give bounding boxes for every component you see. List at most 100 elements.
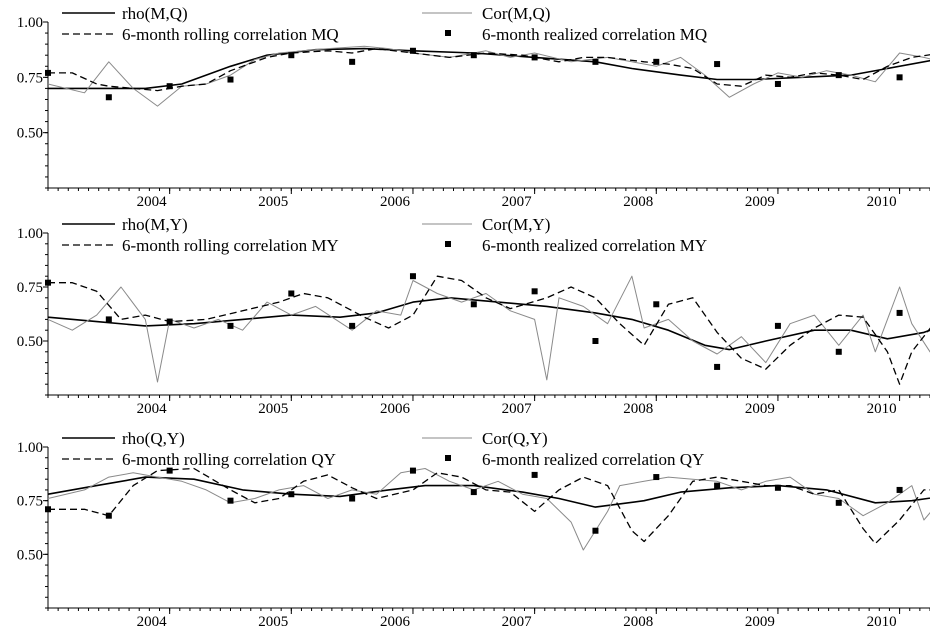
legend-marker — [445, 241, 451, 247]
realized-point — [531, 288, 538, 295]
y-tick-label: 1.00 — [17, 440, 43, 456]
legend-label: Cor(M,Y) — [482, 215, 550, 234]
realized-point — [105, 316, 112, 323]
realized-point — [774, 80, 781, 87]
series-line-cor-m-q — [47, 45, 930, 107]
x-tick-label: 2005 — [258, 194, 288, 210]
realized-point — [166, 83, 173, 90]
chart-panel-2: 0.50 0.75 1.00 2004 2005 2006 2007 2008 2009 2010… — [17, 215, 930, 417]
realized-point — [349, 495, 356, 502]
x-tick-label: 2005 — [258, 401, 288, 417]
legend-label: Cor(Q,Y) — [482, 429, 548, 448]
realized-point — [166, 467, 173, 474]
legend-label: rho(Q,Y) — [122, 429, 185, 448]
legend-marker — [445, 455, 451, 461]
x-tick-label: 2009 — [745, 614, 775, 630]
realized-point — [896, 309, 903, 316]
x-tick-label: 2010 — [867, 194, 897, 210]
chart-panel-1: 0.50 0.75 1.00 2004 2005 2006 2007 2008 2009 2010… — [17, 4, 930, 210]
realized-point — [531, 54, 538, 61]
x-tick-label: 2004 — [137, 401, 168, 417]
legend-entry-6-month-realized-correlation-qy: 6-month realized correlation QY — [445, 450, 704, 469]
realized-point — [470, 301, 477, 308]
x-tick-label: 2004 — [137, 194, 168, 210]
legend-entry-6-month-rolling-correlation-my: 6-month rolling correlation MY — [62, 236, 339, 255]
realized-point — [714, 482, 721, 489]
realized-point — [714, 363, 721, 370]
legend-entry-cor-q-y: Cor(Q,Y) — [422, 429, 548, 448]
legend-label: 6-month realized correlation MQ — [482, 25, 707, 44]
x-tick-label: 2010 — [867, 401, 897, 417]
realized-point — [774, 484, 781, 491]
legend-label: 6-month rolling correlation QY — [122, 450, 336, 469]
x-tick-label: 2010 — [867, 614, 897, 630]
realized-point — [288, 290, 295, 297]
x-tick-label: 2008 — [623, 194, 653, 210]
series-line-6-month-rolling-correlation-qy — [48, 467, 930, 545]
realized-point — [653, 58, 660, 65]
series-line-cor-m-y — [47, 275, 930, 383]
series-line-rho-m-y — [47, 297, 930, 351]
realized-point — [288, 491, 295, 498]
x-tick-label: 2007 — [502, 614, 533, 630]
y-tick-label: 0.75 — [17, 494, 43, 510]
series-line-6-month-rolling-correlation-my — [48, 275, 930, 385]
x-tick-label: 2009 — [745, 194, 775, 210]
realized-point — [227, 322, 234, 329]
x-tick-label: 2005 — [258, 614, 288, 630]
realized-point — [896, 486, 903, 493]
x-tick-label: 2009 — [745, 401, 775, 417]
y-tick-label: 0.75 — [17, 70, 43, 86]
realized-point — [531, 471, 538, 478]
x-tick-label: 2008 — [623, 401, 653, 417]
realized-point — [409, 47, 416, 54]
x-tick-label: 2006 — [380, 194, 411, 210]
x-tick-label: 2006 — [380, 401, 411, 417]
legend-label: 6-month realized correlation MY — [482, 236, 707, 255]
y-tick-label: 1.00 — [17, 15, 43, 31]
legend-label: 6-month realized correlation QY — [482, 450, 704, 469]
legend-entry-rho-m-q: rho(M,Q) — [62, 4, 188, 23]
realized-point — [592, 338, 599, 344]
legend-label: rho(M,Y) — [122, 215, 188, 234]
realized-point — [470, 52, 477, 59]
realized-point — [105, 94, 112, 101]
realized-point — [896, 74, 903, 81]
realized-point — [409, 467, 416, 474]
x-tick-label: 2006 — [380, 614, 411, 630]
realized-point — [349, 322, 356, 329]
legend-entry-6-month-rolling-correlation-qy: 6-month rolling correlation QY — [62, 450, 336, 469]
series-line-rho-q-y — [47, 476, 930, 508]
realized-point — [835, 348, 842, 355]
realized-point — [470, 489, 477, 496]
legend-label: 6-month rolling correlation MY — [122, 236, 339, 255]
realized-point — [835, 72, 842, 79]
realized-point — [227, 76, 234, 83]
legend-label: rho(M,Q) — [122, 4, 188, 23]
y-tick-label: 0.50 — [17, 334, 43, 350]
realized-point — [45, 506, 51, 513]
legend-label: Cor(M,Q) — [482, 4, 550, 23]
legend-entry-rho-m-y: rho(M,Y) — [62, 215, 188, 234]
y-tick-label: 1.00 — [17, 226, 43, 242]
legend-entry-6-month-rolling-correlation-mq: 6-month rolling correlation MQ — [62, 25, 339, 44]
realized-point — [349, 58, 356, 65]
realized-point — [592, 527, 599, 534]
realized-point — [288, 52, 295, 59]
y-tick-label: 0.75 — [17, 280, 43, 296]
realized-point — [105, 512, 112, 519]
y-tick-label: 0.50 — [17, 547, 43, 563]
realized-point — [166, 318, 173, 325]
legend-marker — [445, 30, 451, 36]
realized-point — [409, 273, 416, 280]
realized-point — [45, 69, 51, 76]
x-tick-label: 2007 — [502, 401, 533, 417]
chart-panel-3: 0.50 0.75 1.00 2004 2005 2006 2007 2008 2009 2010… — [17, 429, 930, 630]
series-line-cor-q-y — [47, 468, 930, 551]
series-line-rho-m-q — [48, 47, 930, 90]
realized-point — [653, 474, 660, 481]
x-tick-label: 2004 — [137, 614, 168, 630]
realized-point — [227, 497, 234, 504]
realized-point — [592, 58, 599, 65]
